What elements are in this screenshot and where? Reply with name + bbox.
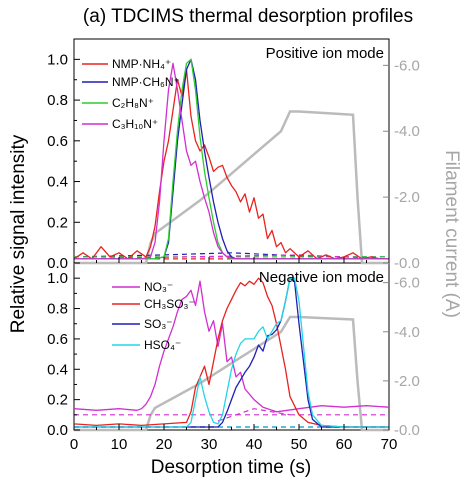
x-tick-label-1: 10 bbox=[111, 436, 128, 453]
panel-top-series-line-3 bbox=[74, 62, 389, 260]
panel-bottom-y-tick-label-4: 0.8 bbox=[47, 301, 68, 318]
panel-bottom-y-tick-label-1: 0.2 bbox=[47, 392, 68, 409]
panel-bottom-filament-current-line bbox=[74, 315, 389, 432]
legend-bottom-label-2: SO₃⁻ bbox=[144, 317, 173, 331]
x-tick-label-3: 30 bbox=[201, 436, 218, 453]
panel-bottom-y2-tick-label-0: -0.0 bbox=[394, 422, 420, 439]
panel-bottom-series-line-0 bbox=[73, 280, 390, 413]
panel-top-y-tick-label-5: 1.0 bbox=[47, 51, 68, 68]
y-axis-title: Relative signal intensity bbox=[8, 134, 29, 333]
panel-bottom-series-line-3 bbox=[74, 277, 389, 428]
panel-bottom-y-tick-label-5: 1.0 bbox=[47, 270, 68, 287]
chart-title: (a) TDCIMS thermal desorption profiles bbox=[83, 6, 413, 27]
panel-top-y2-tick-label-1: -2.0 bbox=[394, 189, 420, 206]
panel-top-y-tick-label-2: 0.4 bbox=[47, 174, 68, 191]
axes: 0.0 0.2 0.4 0.6 0.8 1.0 -0.0 -2.0 -4.0 -6.0 0.0 0.2… bbox=[47, 38, 420, 453]
panel-bottom-dashed-line-4 bbox=[217, 408, 291, 422]
panel-bottom-y2-tick-label-3: -6.0 bbox=[394, 275, 420, 292]
panel-top-y2-tick-label-0: -0.0 bbox=[394, 255, 420, 272]
legend-top-label-3: C₃H₁₀N⁺ bbox=[112, 117, 158, 131]
panel-top-y2-tick-label-3: -6.0 bbox=[394, 57, 420, 74]
panel-bottom-frame bbox=[73, 262, 390, 431]
panel-top-y-tick-label-1: 0.2 bbox=[47, 214, 68, 231]
panel-top-y-tick-label-0: 0.0 bbox=[47, 255, 68, 272]
panel-bottom-series-line-1 bbox=[73, 277, 389, 428]
panel-top-y-tick-label-4: 0.8 bbox=[47, 92, 68, 109]
panel-top-y2-tick-label-2: -4.0 bbox=[394, 123, 420, 140]
x-axis-title: Desorption time (s) bbox=[151, 457, 312, 478]
panel-bottom-mode-label: Negative ion mode bbox=[259, 269, 384, 286]
legend-top: NMP·NH₄⁺ NMP·CH₆N⁺ C₂H₈N⁺ C₃H₁₀N⁺ bbox=[82, 57, 180, 131]
panel-top-series-line-2 bbox=[74, 58, 389, 260]
panel-top-plot bbox=[73, 58, 390, 265]
y2-axis-title: Filament current (A) bbox=[441, 150, 462, 318]
panel-bottom-y2-tick-label-1: -2.0 bbox=[394, 373, 420, 390]
legend-top-label-2: C₂H₈N⁺ bbox=[112, 96, 154, 110]
legend-bottom: NO₃⁻ CH₃SO₃⁻ SO₃⁻ HSO₄⁻ bbox=[112, 280, 195, 352]
panel-top-series-line-1 bbox=[74, 58, 389, 260]
x-tick-label-5: 50 bbox=[291, 436, 308, 453]
x-tick-label-0: 0 bbox=[70, 436, 78, 453]
panel-top-filament-current-line bbox=[74, 110, 389, 265]
x-tick-label-6: 60 bbox=[336, 436, 353, 453]
x-tick-label-7: 70 bbox=[381, 436, 398, 453]
legend-top-label-0: NMP·NH₄⁺ bbox=[112, 57, 171, 71]
panel-top-frame bbox=[73, 38, 390, 264]
panel-bottom-y-tick-label-0: 0.0 bbox=[47, 422, 68, 439]
panel-top-series-line-0 bbox=[73, 68, 389, 260]
panel-top-mode-label: Positive ion mode bbox=[266, 45, 384, 62]
panel-bottom-plot bbox=[73, 277, 390, 432]
legend-bottom-label-1: CH₃SO₃⁻ bbox=[144, 297, 195, 311]
panel-bottom-y-tick-label-2: 0.4 bbox=[47, 361, 68, 378]
panel-bottom-y2-tick-label-2: -4.0 bbox=[394, 324, 420, 341]
panel-top-y-tick-label-3: 0.6 bbox=[47, 133, 68, 150]
panel-bottom-series-line-2 bbox=[74, 277, 389, 428]
legend-top-label-1: NMP·CH₆N⁺ bbox=[112, 75, 180, 89]
legend-bottom-label-0: NO₃⁻ bbox=[144, 280, 173, 294]
panel-bottom-y-tick-label-3: 0.6 bbox=[47, 331, 68, 348]
x-tick-label-4: 40 bbox=[246, 436, 263, 453]
x-tick-label-2: 20 bbox=[156, 436, 173, 453]
legend-bottom-label-3: HSO₄⁻ bbox=[144, 338, 181, 352]
